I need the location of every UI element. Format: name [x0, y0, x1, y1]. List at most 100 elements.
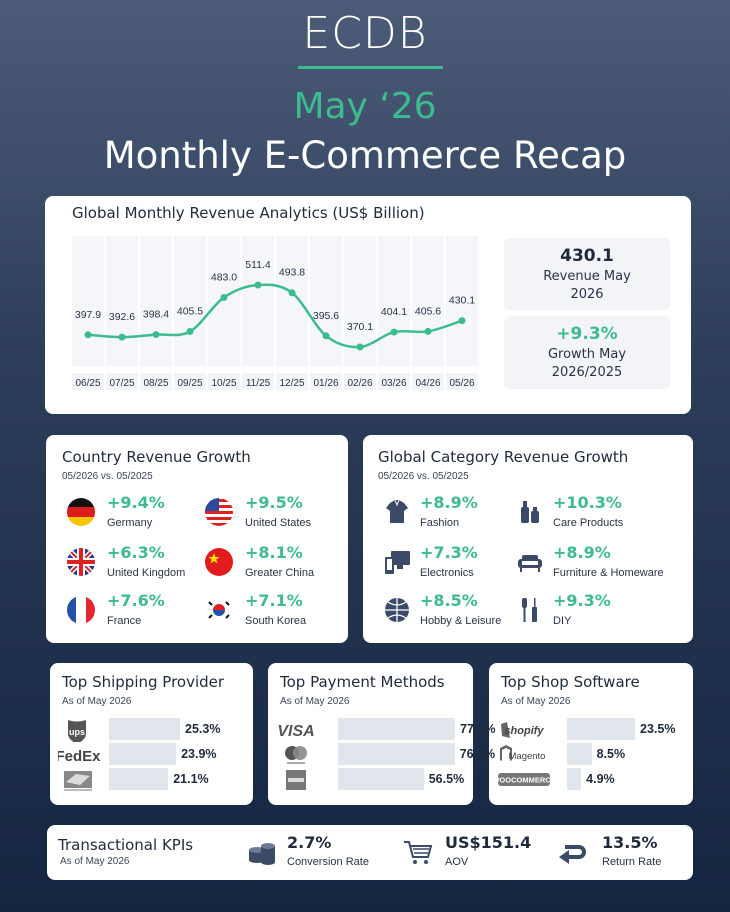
- revenue-label: Revenue May 2026: [543, 269, 631, 302]
- data-label: 392.6: [109, 311, 135, 323]
- data-point: [254, 281, 262, 289]
- icon-part: [521, 507, 529, 523]
- category-title: Global Category Revenue Growth: [378, 448, 629, 466]
- column-band: [106, 236, 138, 366]
- logo-text: ups: [69, 727, 85, 737]
- growth-value: +9.3%: [556, 324, 618, 344]
- x-tick-label: 03/26: [381, 378, 406, 389]
- kpi-icon: [249, 843, 275, 865]
- growth-value: +9.5%: [245, 493, 303, 512]
- icon-part: [391, 551, 410, 565]
- x-label-box: [412, 373, 444, 390]
- growth-value: +7.1%: [245, 591, 303, 610]
- x-label-box: [446, 373, 478, 390]
- shipping-logo: FedEx: [58, 748, 101, 765]
- payment-logo: [286, 770, 306, 790]
- country-icon: [67, 548, 95, 576]
- x-label-box: [140, 373, 172, 390]
- data-label: 398.4: [143, 309, 169, 321]
- growth-name: Care Products: [553, 517, 624, 529]
- x-label-box: [208, 373, 240, 390]
- category-icon: [518, 555, 542, 572]
- category-icon: [385, 551, 410, 574]
- data-point: [356, 343, 364, 351]
- data-label: 405.6: [415, 305, 441, 317]
- payment-subtitle: As of May 2026: [280, 696, 350, 707]
- kpi-value: US$151.4: [445, 833, 532, 852]
- growth-value: +10.3%: [553, 493, 622, 512]
- icon-part: [67, 596, 76, 624]
- category-icon: [521, 501, 539, 523]
- icon-part: [68, 720, 86, 742]
- icon-part: [413, 860, 417, 864]
- icon-part: [249, 850, 265, 860]
- kpi-label: Return Rate: [602, 856, 662, 868]
- icon-part: [67, 548, 95, 576]
- icon-part: [67, 560, 95, 564]
- data-label: 405.5: [177, 305, 203, 317]
- growth-name: Electronics: [420, 567, 474, 579]
- x-label-box: [378, 373, 410, 390]
- icon-part: [397, 565, 403, 569]
- payment-logo: [285, 746, 307, 764]
- icon-part: [538, 568, 540, 572]
- icon-part: [565, 845, 586, 859]
- country-icon: [67, 498, 95, 526]
- growth-label: Growth May 2026/2025: [547, 347, 627, 380]
- x-tick-label: 05/26: [449, 378, 474, 389]
- icon-part: [559, 850, 569, 864]
- page-title: Monthly E-Commerce Recap: [103, 134, 627, 177]
- revenue-value: 430.1: [560, 246, 614, 266]
- bar: [109, 768, 169, 790]
- x-tick-label: 10/25: [211, 378, 236, 389]
- x-label-box: [242, 373, 274, 390]
- column-band: [72, 236, 104, 366]
- data-label: 483.0: [211, 271, 237, 283]
- bar: [338, 718, 455, 740]
- logo-text: VISA: [277, 723, 314, 740]
- growth-value: +8.9%: [553, 543, 611, 562]
- data-point: [152, 331, 160, 339]
- icon-part: [534, 598, 536, 607]
- logo-text: FedEx: [58, 748, 101, 765]
- x-tick-label: 07/25: [109, 378, 134, 389]
- icon-part: [213, 610, 225, 616]
- shipping-title: Top Shipping Provider: [62, 673, 225, 691]
- category-icon: [386, 499, 408, 523]
- x-tick-label: 12/25: [279, 378, 304, 389]
- shipping-logo: ups: [68, 720, 86, 742]
- icon-part: [67, 596, 95, 624]
- column-band: [378, 236, 410, 366]
- kpi-label: Conversion Rate: [287, 856, 369, 868]
- software-subtitle: As of May 2026: [501, 696, 571, 707]
- x-tick-label: 11/25: [246, 378, 271, 389]
- shipping-subtitle: As of May 2026: [62, 696, 132, 707]
- icon-part: [261, 846, 275, 862]
- data-point: [84, 331, 92, 339]
- icon-part: [261, 859, 275, 865]
- bar-label: 56.5%: [428, 772, 465, 786]
- icon-part: [287, 762, 305, 764]
- bar: [338, 743, 455, 765]
- x-label-box: [310, 373, 342, 390]
- growth-value: +8.5%: [420, 591, 478, 610]
- data-point: [220, 293, 228, 301]
- data-label: 404.1: [381, 306, 407, 318]
- icon-part: [498, 773, 550, 786]
- bar: [338, 768, 424, 790]
- bar: [109, 718, 180, 740]
- column-band: [412, 236, 444, 366]
- icon-part: [533, 507, 537, 511]
- country-icon: [205, 498, 233, 526]
- kpi-value: 13.5%: [602, 833, 658, 852]
- country-icon: [205, 548, 233, 576]
- data-label: 397.9: [75, 309, 101, 321]
- software-logo: shopify: [501, 722, 544, 738]
- growth-name: South Korea: [245, 615, 307, 627]
- category-subtitle: 05/2026 vs. 05/2025: [378, 471, 469, 482]
- icon-part: [522, 598, 527, 608]
- x-label-box: [72, 373, 104, 390]
- icon-part: [413, 848, 429, 854]
- icon-part: [64, 789, 92, 791]
- icon-part: [67, 517, 95, 526]
